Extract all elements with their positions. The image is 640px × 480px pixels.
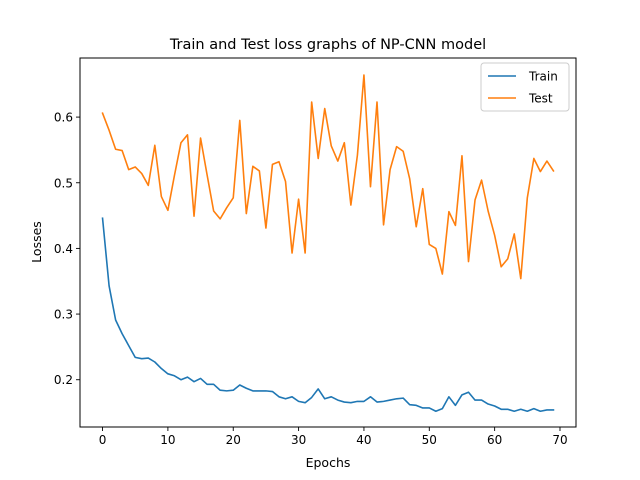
chart-title: Train and Test loss graphs of NP-CNN mod…: [169, 37, 486, 53]
y-axis-label: Losses: [29, 221, 44, 263]
legend-label-train: Train: [528, 70, 558, 84]
x-tick-label: 20: [226, 433, 241, 447]
y-tick-label: 0.6: [54, 111, 73, 125]
x-tick-label: 0: [99, 433, 107, 447]
x-axis-ticks: 0 10 20 30 40 50 60 70: [99, 427, 568, 447]
legend-box: [480, 62, 570, 112]
y-tick-label: 0.4: [54, 242, 73, 256]
x-axis-label: Epochs: [306, 455, 351, 470]
y-tick-label: 0.2: [54, 373, 73, 387]
x-tick-label: 30: [291, 433, 306, 447]
x-tick-label: 50: [422, 433, 437, 447]
legend-label-test: Test: [528, 92, 553, 106]
x-tick-label: 40: [356, 433, 371, 447]
legend-items: Train Test: [488, 70, 558, 106]
plot-lines: [101, 74, 555, 413]
series-line-train: [101, 217, 555, 413]
x-tick-label: 10: [160, 433, 175, 447]
x-tick-label: 70: [552, 433, 567, 447]
legend: Train Test: [480, 62, 570, 112]
y-tick-label: 0.5: [54, 176, 73, 190]
series-line-test: [101, 74, 555, 280]
y-tick-label: 0.3: [54, 308, 73, 322]
plot-frame: [79, 57, 577, 428]
y-axis-ticks: 0.2 0.3 0.4 0.5 0.6: [54, 111, 80, 387]
x-tick-label: 60: [487, 433, 502, 447]
